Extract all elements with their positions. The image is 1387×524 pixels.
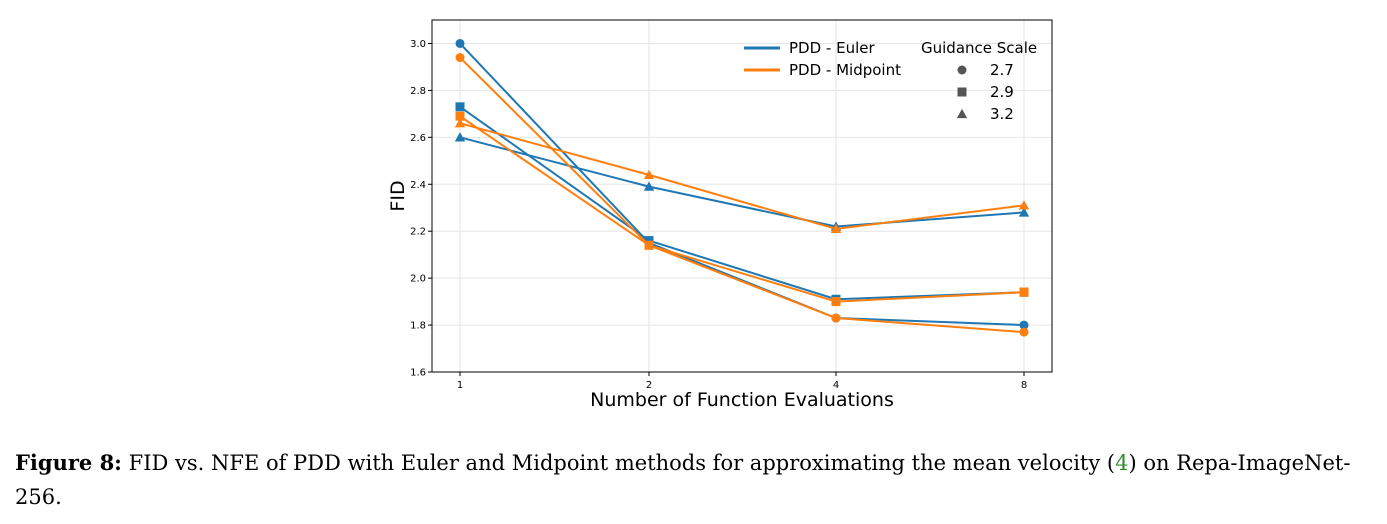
- series-line: [459, 115, 1025, 303]
- data-point-square: [455, 111, 465, 121]
- data-point-triangle: [454, 118, 466, 128]
- series-euler-3.2: [454, 132, 1030, 231]
- legend-scale-2.7: 2.7: [990, 61, 1014, 79]
- y-tick-label: 2.2: [410, 227, 426, 238]
- axis-ticks: 1.6 1.8 2.0 2.2 2.4 2.6 2.8 3.0 1 2 4 8: [410, 39, 1027, 391]
- legend-label-midpoint: PDD - Midpoint: [789, 61, 901, 79]
- data-point-square: [644, 236, 654, 246]
- x-tick-label: 2: [646, 380, 652, 391]
- data-point-circle: [831, 313, 841, 323]
- caption-text-before-ref: FID vs. NFE of PDD with Euler and Midpoi…: [121, 451, 1116, 475]
- x-tick-label: 4: [833, 380, 839, 391]
- y-tick-label: 2.0: [410, 274, 426, 285]
- legend-scale-3.2: 3.2: [990, 105, 1014, 123]
- series-line: [459, 42, 1025, 327]
- series-line: [459, 122, 1025, 230]
- plot-frame: [431, 19, 1053, 373]
- legend-label-euler: PDD - Euler: [789, 39, 875, 57]
- data-point-triangle: [454, 132, 466, 142]
- legend-scale-2.9: 2.9: [990, 83, 1014, 101]
- legend-marker-circle: [957, 65, 967, 75]
- data-point-triangle: [830, 223, 842, 233]
- data-point-square: [831, 297, 841, 307]
- data-point-circle: [1019, 320, 1029, 330]
- fid-vs-nfe-chart: 1.6 1.8 2.0 2.2 2.4 2.6 2.8 3.0 1 2 4 8 Number of F…: [387, 19, 1053, 411]
- y-tick-label: 2.6: [410, 133, 426, 144]
- series-line: [459, 136, 1025, 228]
- data-point-triangle: [1018, 200, 1030, 210]
- series-layer: [454, 38, 1030, 337]
- caption-label: Figure 8:: [15, 450, 122, 475]
- data-point-square: [1019, 287, 1029, 297]
- data-point-triangle: [1018, 207, 1030, 217]
- data-point-square: [644, 240, 654, 250]
- y-tick-label: 1.6: [410, 368, 426, 379]
- data-point-square: [455, 102, 465, 112]
- data-point-circle: [455, 38, 465, 48]
- y-tick-label: 2.4: [410, 180, 426, 191]
- data-point-circle: [455, 53, 465, 63]
- series-midpoint-3.2: [454, 118, 1030, 233]
- data-point-triangle: [643, 181, 655, 191]
- x-tick-label: 1: [457, 380, 463, 391]
- legend-scale-title: Guidance Scale: [921, 39, 1037, 57]
- grid-lines: [432, 20, 1052, 373]
- caption-equation-ref[interactable]: 4: [1115, 451, 1129, 475]
- series-line: [459, 106, 1025, 301]
- data-point-circle: [1019, 327, 1029, 337]
- legend: PDD - Euler PDD - Midpoint Guidance Scale 2…: [744, 39, 1037, 123]
- y-tick-label: 3.0: [410, 39, 426, 50]
- y-tick-label: 2.8: [410, 86, 426, 97]
- series-midpoint-2.7: [455, 53, 1029, 337]
- data-point-triangle: [643, 169, 655, 180]
- legend-marker-square: [957, 87, 967, 97]
- series-midpoint-2.9: [455, 111, 1029, 307]
- x-tick-label: 8: [1021, 380, 1027, 391]
- x-axis-label: Number of Function Evaluations: [590, 389, 894, 411]
- legend-marker-triangle: [956, 108, 968, 119]
- y-tick-label: 1.8: [410, 321, 426, 332]
- caption-text-after-ref: ) on Repa-ImageNet-256.: [15, 451, 1351, 509]
- figure-caption: Figure 8: FID vs. NFE of PDD with Euler …: [15, 446, 1375, 514]
- y-axis-label: FID: [387, 180, 409, 211]
- series-line: [459, 56, 1025, 334]
